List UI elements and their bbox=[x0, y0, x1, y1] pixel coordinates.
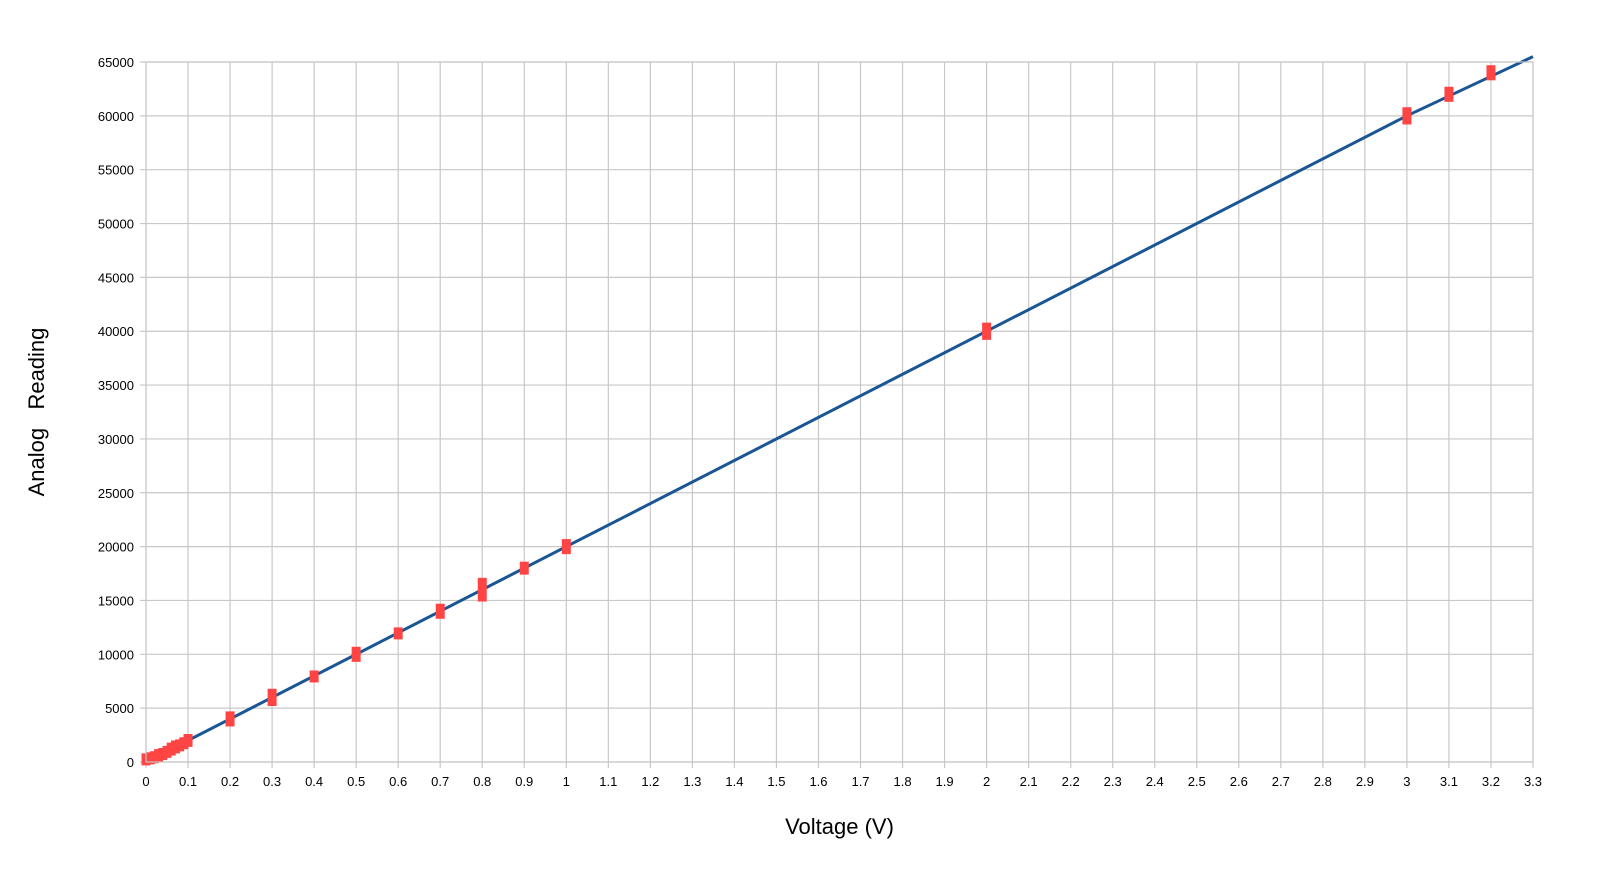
y-tick-label: 55000 bbox=[98, 163, 134, 178]
data-point bbox=[1444, 86, 1454, 102]
x-tick-label: 2.1 bbox=[1020, 774, 1038, 789]
x-tick-label: 3 bbox=[1403, 774, 1410, 789]
data-point bbox=[309, 670, 319, 683]
x-tick-label: 2 bbox=[983, 774, 990, 789]
x-axis-title: Voltage (V) bbox=[785, 814, 894, 839]
y-axis-ticks: 0 5000 10000 15000 20000 25000 30000 35000 40000… bbox=[98, 55, 134, 770]
y-tick-label: 50000 bbox=[98, 217, 134, 232]
x-tick-label: 2.7 bbox=[1272, 774, 1290, 789]
data-point bbox=[561, 539, 571, 555]
grid bbox=[140, 61, 1534, 768]
x-tick-label: 0.4 bbox=[305, 774, 323, 789]
x-tick-label: 0.2 bbox=[221, 774, 239, 789]
y-axis-title: Analog Reading bbox=[24, 328, 49, 497]
x-tick-label: 2.8 bbox=[1314, 774, 1332, 789]
y-tick-label: 35000 bbox=[98, 378, 134, 393]
x-tick-label: 1.2 bbox=[641, 774, 659, 789]
y-tick-label: 10000 bbox=[98, 647, 134, 662]
y-tick-label: 0 bbox=[127, 755, 134, 770]
data-point bbox=[225, 711, 235, 727]
y-tick-label: 30000 bbox=[98, 432, 134, 447]
x-tick-label: 1 bbox=[563, 774, 570, 789]
x-tick-label: 1.7 bbox=[851, 774, 869, 789]
x-tick-label: 1.8 bbox=[894, 774, 912, 789]
x-tick-label: 1.4 bbox=[725, 774, 743, 789]
y-tick-label: 40000 bbox=[98, 324, 134, 339]
y-tick-label: 20000 bbox=[98, 540, 134, 555]
data-point bbox=[1402, 107, 1412, 125]
x-tick-label: 2.2 bbox=[1062, 774, 1080, 789]
data-point bbox=[982, 322, 992, 340]
data-point bbox=[519, 561, 529, 575]
y-tick-label: 25000 bbox=[98, 486, 134, 501]
data-points bbox=[141, 65, 1496, 766]
x-tick-label: 2.9 bbox=[1356, 774, 1374, 789]
x-axis-ticks: 0 0.1 0.2 0.3 0.4 0.5 0.6 0.7 0.8 0.9 1 1.1 1.2 1.3 1.… bbox=[142, 774, 1542, 789]
data-point bbox=[393, 627, 403, 640]
y-tick-label: 45000 bbox=[98, 270, 134, 285]
x-tick-label: 0.3 bbox=[263, 774, 281, 789]
x-tick-label: 2.5 bbox=[1188, 774, 1206, 789]
x-tick-label: 0.5 bbox=[347, 774, 365, 789]
x-tick-label: 1.1 bbox=[599, 774, 617, 789]
y-tick-label: 65000 bbox=[98, 55, 134, 70]
x-tick-label: 2.3 bbox=[1104, 774, 1122, 789]
x-tick-label: 0.9 bbox=[515, 774, 533, 789]
x-tick-label: 3.3 bbox=[1524, 774, 1542, 789]
x-tick-label: 1.3 bbox=[683, 774, 701, 789]
y-tick-label: 60000 bbox=[98, 109, 134, 124]
data-point bbox=[267, 688, 277, 706]
x-tick-label: 3.2 bbox=[1482, 774, 1500, 789]
data-point bbox=[477, 577, 487, 602]
x-tick-label: 0 bbox=[142, 774, 149, 789]
x-tick-label: 1.6 bbox=[809, 774, 827, 789]
data-point bbox=[351, 646, 361, 662]
x-tick-label: 1.9 bbox=[936, 774, 954, 789]
x-tick-label: 3.1 bbox=[1440, 774, 1458, 789]
x-tick-label: 0.1 bbox=[179, 774, 197, 789]
x-tick-label: 2.4 bbox=[1146, 774, 1164, 789]
data-point bbox=[435, 603, 445, 619]
x-tick-label: 0.6 bbox=[389, 774, 407, 789]
x-tick-label: 0.8 bbox=[473, 774, 491, 789]
x-tick-label: 2.6 bbox=[1230, 774, 1248, 789]
x-tick-label: 0.7 bbox=[431, 774, 449, 789]
x-tick-label: 1.5 bbox=[767, 774, 785, 789]
y-tick-label: 15000 bbox=[98, 593, 134, 608]
data-point bbox=[1486, 65, 1496, 81]
plot-area bbox=[145, 61, 1534, 763]
y-tick-label: 5000 bbox=[105, 701, 134, 716]
data-point bbox=[183, 734, 193, 747]
